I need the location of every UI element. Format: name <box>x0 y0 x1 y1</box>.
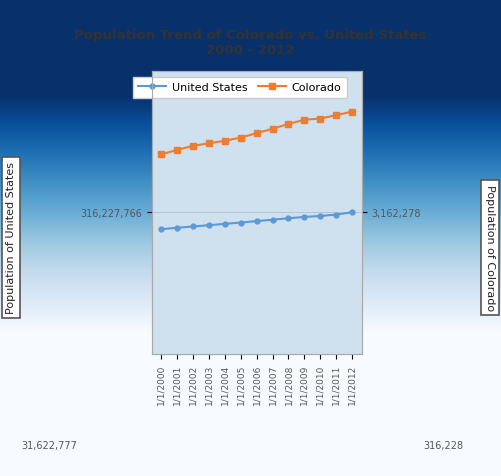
Colorado <box>238 135 244 141</box>
Legend: United States, Colorado: United States, Colorado <box>133 78 347 99</box>
United States <box>238 220 244 226</box>
United States <box>302 215 308 220</box>
Colorado <box>333 113 339 119</box>
Colorado <box>190 144 196 149</box>
United States <box>158 227 164 233</box>
Colorado <box>158 152 164 158</box>
Text: 316,228: 316,228 <box>423 440 463 450</box>
United States <box>174 226 180 231</box>
Text: Population of United States: Population of United States <box>6 162 16 314</box>
Colorado <box>222 139 228 144</box>
United States <box>270 218 276 223</box>
Colorado <box>270 127 276 132</box>
United States <box>190 224 196 230</box>
Colorado <box>302 118 308 123</box>
United States <box>286 216 292 222</box>
United States <box>317 214 323 219</box>
United States <box>349 210 355 216</box>
United States <box>206 223 212 228</box>
Text: Population Trend of Colorado vs. United States
2000 - 2012: Population Trend of Colorado vs. United … <box>74 29 427 57</box>
United States <box>333 212 339 218</box>
United States <box>222 221 228 227</box>
Text: 31,622,777: 31,622,777 <box>22 440 78 450</box>
Colorado <box>206 141 212 147</box>
Colorado <box>254 131 260 137</box>
Line: Colorado: Colorado <box>158 109 356 159</box>
Colorado <box>286 122 292 128</box>
Colorado <box>174 148 180 153</box>
Text: Population of Colorado: Population of Colorado <box>485 185 495 310</box>
Line: United States: United States <box>159 210 355 232</box>
Colorado <box>317 117 323 122</box>
Colorado <box>349 109 355 115</box>
United States <box>254 219 260 225</box>
